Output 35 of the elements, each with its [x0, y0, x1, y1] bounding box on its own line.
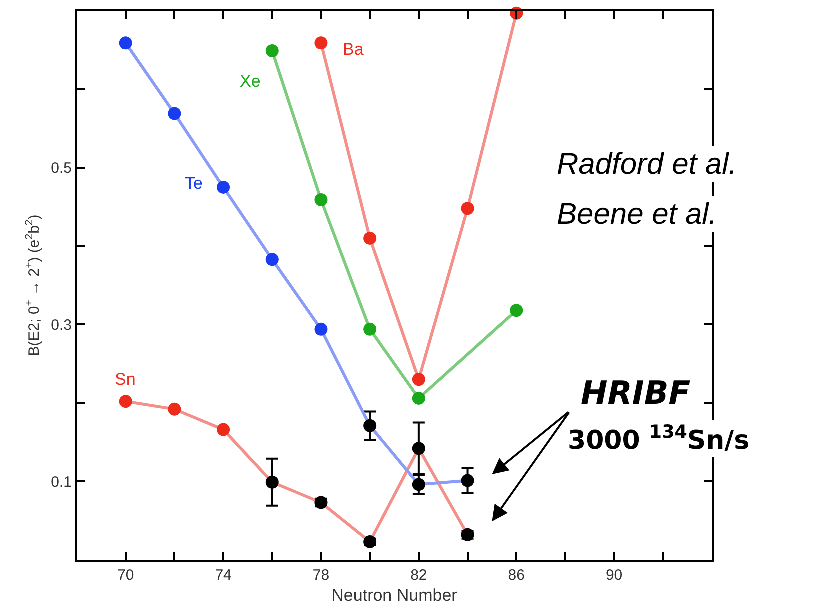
x-tick-label: 74: [215, 567, 232, 584]
point: [314, 194, 328, 207]
annotation: 3000 $^{134}$Sn/s: [568, 422, 750, 456]
point: [314, 36, 328, 50]
point: [168, 107, 182, 120]
point: [412, 392, 426, 405]
point: [314, 322, 328, 336]
point: [461, 202, 474, 216]
y-tick-label: 0.3: [51, 316, 72, 334]
x-tick-label: 82: [410, 567, 428, 584]
point: [412, 442, 426, 456]
annotation: Radford et al.: [557, 148, 738, 181]
series-label: Ba: [343, 40, 364, 59]
series-label: Te: [185, 174, 203, 193]
y-tick-label: 0.5: [51, 160, 72, 178]
point: [364, 322, 377, 336]
series-label: Sn: [115, 370, 136, 389]
annotation: HRIBF: [581, 374, 691, 412]
point: [510, 304, 524, 318]
x-tick-label: 78: [312, 567, 330, 584]
point: [217, 180, 230, 194]
point: [412, 373, 426, 386]
annotation: Beene et al.: [557, 198, 718, 231]
x-axis-title: Neutron Number: [332, 586, 458, 605]
point: [266, 476, 279, 489]
point: [364, 535, 377, 548]
x-tick-label: 70: [118, 567, 134, 584]
x-tick-label: 90: [606, 567, 623, 584]
y-tick-label: 0.1: [51, 474, 72, 491]
point: [266, 253, 279, 266]
point: [266, 44, 279, 58]
point: [364, 232, 377, 245]
series-label: Xe: [240, 72, 261, 91]
x-tick-label: 86: [508, 567, 525, 584]
point: [119, 36, 132, 50]
